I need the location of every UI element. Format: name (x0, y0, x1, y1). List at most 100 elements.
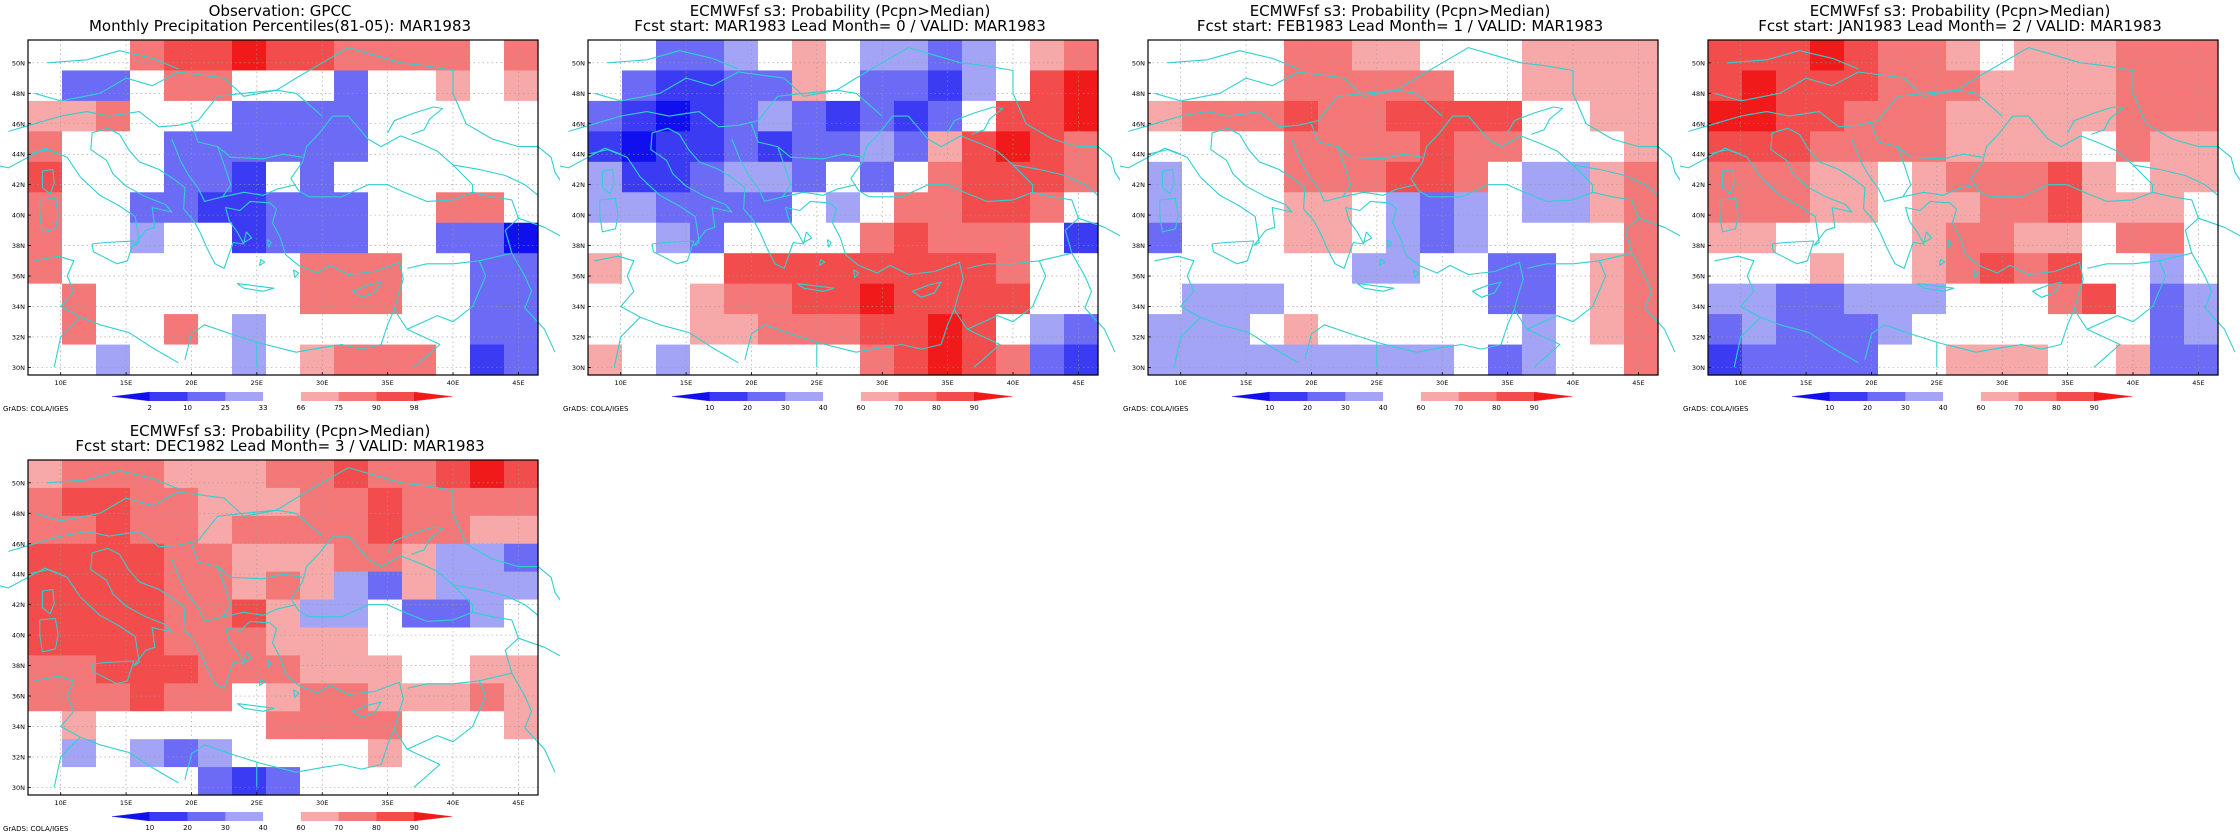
grid-cell (894, 70, 929, 101)
grid-cell (724, 70, 759, 101)
grid-cell (2082, 131, 2117, 162)
grid-cell (1522, 162, 1557, 193)
grid-cell (232, 101, 267, 132)
grid-cell (334, 600, 369, 629)
grid-cell (1284, 314, 1319, 345)
grid-cell (28, 739, 63, 768)
grid-cell (1148, 223, 1183, 254)
grid-cell (334, 253, 369, 284)
grid-cell (894, 314, 929, 345)
lon-label: 20E (745, 379, 757, 387)
map-panel-3: ECMWFsf s3: Probability (Pcpn>Median) Fcs… (1120, 0, 1660, 420)
grid-cell (334, 488, 369, 517)
lat-label: 40N (12, 632, 25, 640)
grid-cell (96, 460, 131, 489)
grid-cell (504, 628, 539, 657)
lat-label: 30N (1692, 364, 1705, 372)
lon-label: 30E (1996, 379, 2008, 387)
grid-cell (1776, 162, 1811, 193)
grid-cell (232, 162, 267, 193)
grid-cell (588, 101, 623, 132)
grid-cell (368, 192, 403, 223)
grid-cell (1556, 192, 1591, 223)
grid-cell (368, 572, 403, 601)
grid-cell (28, 711, 63, 740)
grid-cell (232, 683, 267, 712)
grid-cell (2082, 192, 2117, 223)
grid-cell (334, 70, 369, 101)
legend-label: 10 (1825, 404, 1834, 412)
grid-cell (232, 572, 267, 601)
lat-label: 48N (572, 90, 585, 98)
grid-cell (860, 40, 895, 71)
grid-cell (198, 628, 233, 657)
lat-label: 48N (1692, 90, 1705, 98)
grid-cell (232, 70, 267, 101)
grid-cell (724, 162, 759, 193)
grid-cell (1488, 314, 1523, 345)
map-svg: 50N48N46N44N42N40N38N36N34N32N30N10E 15E 2… (0, 420, 560, 840)
grid-cell (470, 767, 505, 796)
grid-cell (198, 284, 233, 315)
grid-cell (266, 314, 301, 345)
lon-label: 15E (1240, 379, 1252, 387)
grid-cell (724, 101, 759, 132)
grid-cell (1250, 223, 1285, 254)
lon-label: 20E (185, 799, 197, 807)
grid-cell (690, 253, 725, 284)
grid-cell (266, 192, 301, 223)
grid-cell (1590, 101, 1625, 132)
grid-cell (1030, 253, 1065, 284)
grid-cell (402, 131, 437, 162)
grid-cell (1844, 223, 1879, 254)
grid-cell (96, 101, 131, 132)
legend-swatch (936, 392, 974, 401)
grid-cell (622, 101, 657, 132)
grid-cell (1148, 284, 1183, 315)
grid-cell (1522, 70, 1557, 101)
grid-cell (164, 101, 199, 132)
lat-label: 30N (12, 784, 25, 792)
legend-swatch (112, 812, 150, 821)
grid-cell (928, 223, 963, 254)
grid-cell (28, 253, 63, 284)
grid-cell (2048, 70, 2083, 101)
grid-cell (2150, 162, 2185, 193)
grid-cell (62, 162, 97, 193)
lat-label: 32N (12, 753, 25, 761)
grid-cell (130, 544, 165, 573)
grid-cell (860, 223, 895, 254)
grid-cell (2184, 345, 2219, 376)
grid-cell (1216, 131, 1251, 162)
lon-label: 40E (1567, 379, 1579, 387)
grid-cell (62, 711, 97, 740)
legend-label: 20 (743, 404, 752, 412)
grid-cell (588, 314, 623, 345)
lat-label: 34N (1692, 303, 1705, 311)
grid-cell (368, 162, 403, 193)
grid-cell (1318, 162, 1353, 193)
lat-label: 36N (12, 273, 25, 281)
grid-cell (792, 345, 827, 376)
grid-cell (1844, 284, 1879, 315)
grid-cell (894, 223, 929, 254)
grid-cell (368, 314, 403, 345)
lat-label: 34N (12, 723, 25, 731)
legend-swatch (974, 392, 1012, 401)
grid-cell (1810, 223, 1845, 254)
legend-swatch (225, 812, 263, 821)
grid-cell (826, 40, 861, 71)
grid-cell (266, 544, 301, 573)
lon-label: 15E (680, 379, 692, 387)
legend-swatch (1232, 392, 1270, 401)
grid-cell (62, 600, 97, 629)
legend-label: 10 (145, 824, 154, 832)
grid-cell (2150, 223, 2185, 254)
grid-cell (1030, 192, 1065, 223)
grid-cell (1590, 70, 1625, 101)
grid-cell (1776, 314, 1811, 345)
grid-cell (1776, 131, 1811, 162)
grid-cell (1386, 253, 1421, 284)
grid-cell (1624, 314, 1659, 345)
grid-cell (334, 460, 369, 489)
